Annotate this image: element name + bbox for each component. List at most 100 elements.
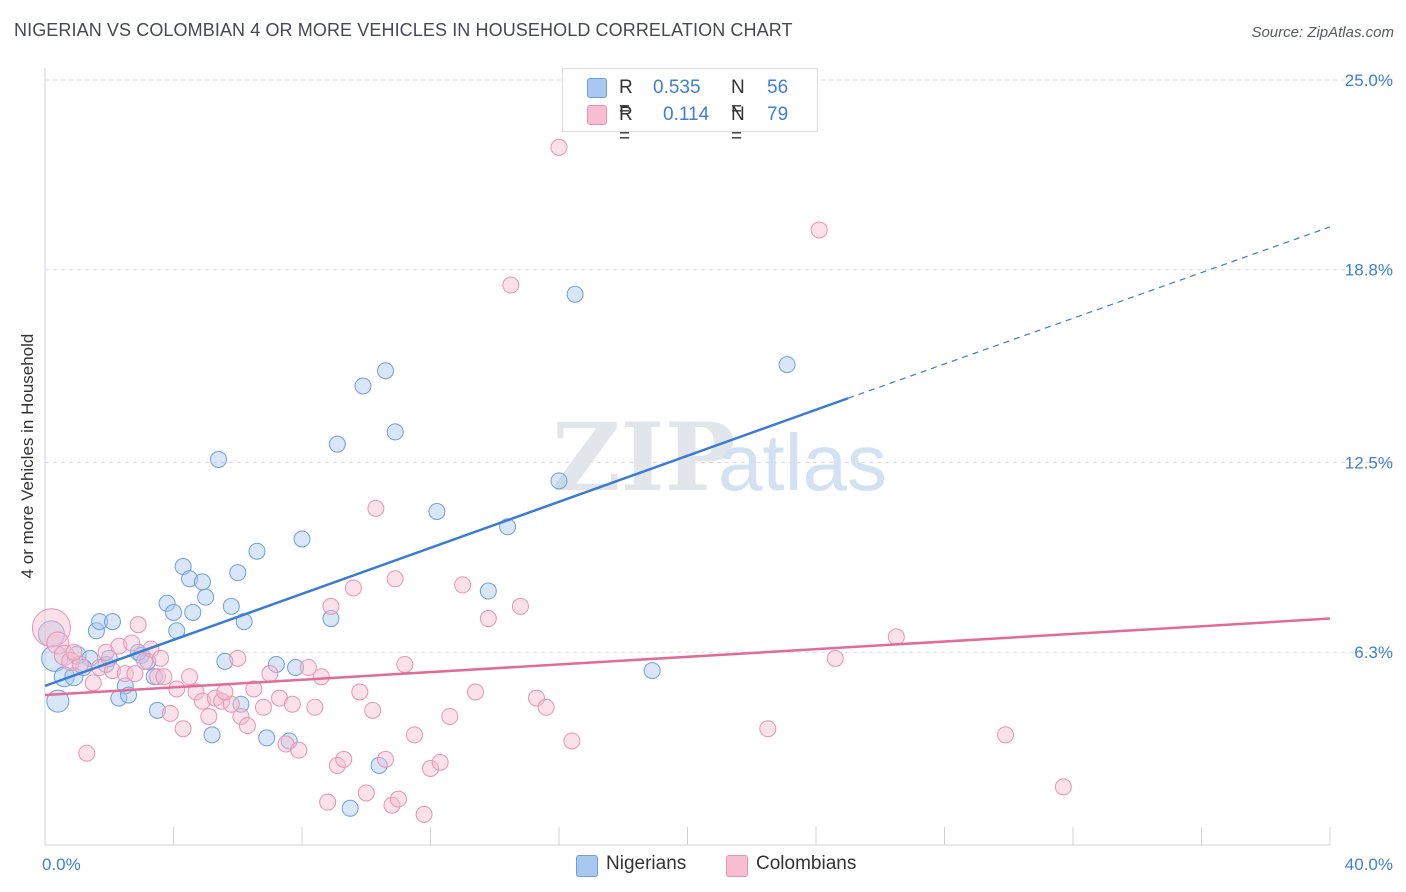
nigerians-point xyxy=(258,729,276,747)
colombians-point xyxy=(422,760,439,777)
nigerians-point xyxy=(386,423,404,441)
nigerians-point xyxy=(165,603,182,621)
colombians-point xyxy=(213,692,231,710)
colombians-point xyxy=(174,720,192,738)
x-tick-label: 0.0% xyxy=(42,855,81,874)
colombians-point xyxy=(161,704,179,722)
colombians-point xyxy=(232,707,250,725)
nigerians-point xyxy=(203,726,221,744)
colombians-point xyxy=(1054,778,1072,796)
nigerians-point xyxy=(778,356,796,374)
colombians-point xyxy=(344,579,362,597)
nigerians-point xyxy=(209,450,227,468)
colombians-point xyxy=(431,753,449,771)
colombians-point xyxy=(479,610,497,628)
y-tick-label: 6.3% xyxy=(1354,643,1393,662)
nigerians-point xyxy=(184,603,202,621)
colombians-point xyxy=(181,668,199,686)
colombians-point xyxy=(810,221,828,239)
chart-title: NIGERIAN VS COLOMBIAN 4 OR MORE VEHICLES… xyxy=(14,20,793,40)
colombians-point xyxy=(322,597,340,615)
colombians-point xyxy=(351,683,369,701)
colombians-n-value: 79 xyxy=(767,104,789,125)
colombians-point xyxy=(319,793,337,811)
nigerians-point xyxy=(103,613,121,631)
colombians-point xyxy=(229,649,247,667)
colombians-point xyxy=(415,805,433,823)
colombians-points xyxy=(31,138,1072,823)
colombians-point xyxy=(386,570,404,588)
colombians-point xyxy=(563,732,581,750)
n-label: N = xyxy=(731,77,745,120)
nigerians-point xyxy=(479,582,497,600)
colombians-point xyxy=(389,790,407,808)
nigerians-point xyxy=(550,472,568,490)
colombians-point xyxy=(887,628,905,646)
nigerians-point xyxy=(91,613,109,631)
colombians-point xyxy=(65,643,83,661)
nigerians-point xyxy=(87,622,105,640)
nigerians-point xyxy=(216,652,234,670)
colombians-point xyxy=(254,698,272,716)
nigerians-point xyxy=(193,573,211,591)
x-tick-label: 40.0% xyxy=(1345,855,1393,874)
r-label: R = xyxy=(619,104,633,147)
colombians-point xyxy=(152,649,170,667)
colombians-point xyxy=(216,683,234,701)
colombians-point xyxy=(997,726,1015,744)
nigerians-point xyxy=(222,597,240,615)
colombians-point xyxy=(116,665,134,683)
nigerians-point xyxy=(232,695,250,713)
nigerians-trend-extension xyxy=(847,226,1331,399)
nigerians-point xyxy=(322,610,340,628)
colombians-point xyxy=(187,683,205,701)
y-tick-label: 25.0% xyxy=(1345,71,1393,90)
nigerians-point xyxy=(148,701,166,719)
colombians-swatch xyxy=(587,105,607,125)
colombians-point xyxy=(306,698,324,716)
colombians-point xyxy=(364,701,382,719)
colombians-point xyxy=(126,665,144,683)
nigerians-legend-label: Nigerians xyxy=(606,853,687,874)
nigerians-point xyxy=(293,530,311,548)
stats-legend: R = 0.535 N = 56 R = 0.114 N = 79 xyxy=(562,68,818,147)
watermark-zip: ZIP xyxy=(552,403,735,513)
nigerians-point xyxy=(197,588,215,606)
colombians-point xyxy=(283,695,301,713)
colombians-point xyxy=(759,720,777,738)
colombians-point xyxy=(826,649,844,667)
nigerians-point xyxy=(267,655,285,673)
nigerians-point xyxy=(287,659,305,677)
colombians-point xyxy=(84,674,102,692)
colombians-point xyxy=(155,668,173,686)
nigerians-point xyxy=(181,570,199,588)
colombians-point xyxy=(357,784,375,802)
tick-labels: 6.3% 12.5% 18.8% 25.0% 0.0% 40.0% xyxy=(42,71,1393,874)
colombians-point xyxy=(261,665,279,683)
watermark-atlas: atlas xyxy=(718,418,887,507)
colombians-point xyxy=(148,668,166,686)
colombians-point xyxy=(129,616,147,634)
colombians-point xyxy=(238,717,256,735)
colombians-point xyxy=(511,597,529,615)
colombians-point xyxy=(383,796,401,814)
y-tick-label: 18.8% xyxy=(1345,261,1393,280)
colombians-point xyxy=(537,698,555,716)
colombians-point xyxy=(78,744,96,762)
colombians-point xyxy=(335,750,353,768)
colombians-point xyxy=(367,499,385,517)
colombians-point xyxy=(245,680,263,698)
nigerians-point xyxy=(341,799,359,817)
colombians-point xyxy=(168,680,186,698)
colombians-r-value: 0.114 xyxy=(663,104,710,125)
axes xyxy=(44,68,1331,846)
nigerians-point xyxy=(158,594,176,612)
colombians-point xyxy=(502,276,520,294)
nigerians-legend-swatch xyxy=(576,855,598,877)
colombians-point xyxy=(328,756,346,774)
colombians-point xyxy=(441,707,459,725)
n-label: N = xyxy=(731,104,745,147)
nigerians-point xyxy=(377,362,395,380)
colombians-point xyxy=(61,651,81,671)
colombians-point xyxy=(396,655,414,673)
